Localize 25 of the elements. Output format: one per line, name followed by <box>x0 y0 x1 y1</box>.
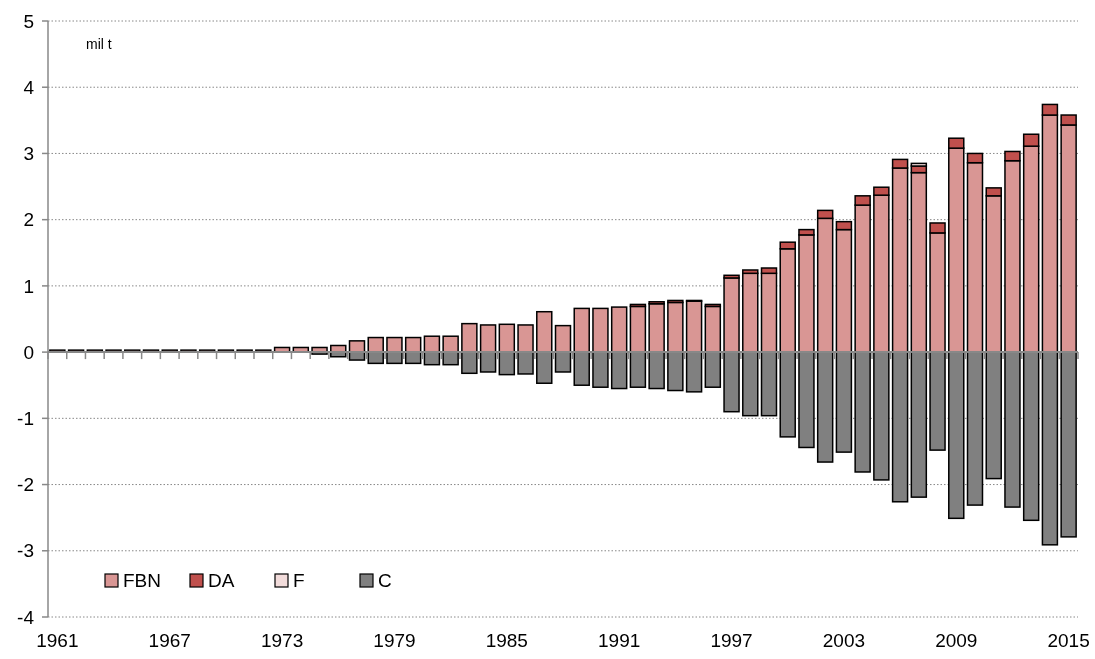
x-tick-label: 1979 <box>373 630 416 651</box>
legend-label: DA <box>208 569 235 591</box>
annotation: mil t <box>86 36 112 52</box>
y-tick-label: 0 <box>23 341 34 363</box>
y-tick-label: 2 <box>23 209 34 231</box>
x-tick-label: 1991 <box>598 630 641 651</box>
y-tick-label: 3 <box>23 143 34 165</box>
x-tick-label: 2009 <box>935 630 978 651</box>
legend-label: C <box>378 569 392 591</box>
legend-label: FBN <box>123 569 161 591</box>
y-tick-label: 5 <box>23 10 34 32</box>
y-tick-label: 4 <box>23 76 35 98</box>
y-tick-label: -2 <box>17 474 34 496</box>
x-tick-label: 2003 <box>822 630 866 651</box>
y-tick-label: 1 <box>23 275 34 297</box>
x-tick-label: 2015 <box>1047 630 1090 651</box>
y-tick-label: -4 <box>17 606 35 628</box>
y-tick-label: -1 <box>17 407 34 429</box>
x-tick-label: 1997 <box>710 630 753 651</box>
x-tick-label: 1973 <box>260 630 304 651</box>
legend-label: F <box>293 569 305 591</box>
x-tick-label: 1961 <box>36 630 79 651</box>
x-tick-label: 1967 <box>148 630 191 651</box>
x-tick-label: 1985 <box>485 630 528 651</box>
y-tick-label: -3 <box>17 540 34 562</box>
